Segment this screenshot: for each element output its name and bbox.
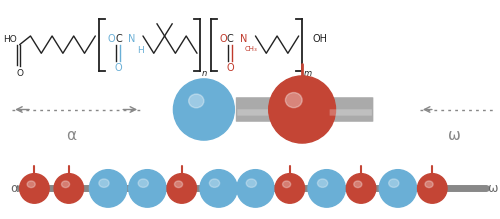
Text: HO: HO xyxy=(4,35,17,44)
FancyBboxPatch shape xyxy=(330,109,372,116)
Ellipse shape xyxy=(425,181,433,188)
Ellipse shape xyxy=(268,76,336,143)
Ellipse shape xyxy=(308,170,346,207)
Ellipse shape xyxy=(275,174,304,203)
Text: OH: OH xyxy=(313,34,328,44)
Ellipse shape xyxy=(20,174,49,203)
Ellipse shape xyxy=(27,181,35,188)
Text: n: n xyxy=(202,69,207,78)
Text: C: C xyxy=(226,34,234,44)
FancyBboxPatch shape xyxy=(238,109,280,116)
Text: O: O xyxy=(108,34,115,44)
Ellipse shape xyxy=(379,170,416,207)
Text: N: N xyxy=(240,34,247,44)
Text: O: O xyxy=(16,69,23,78)
Ellipse shape xyxy=(188,94,204,108)
Ellipse shape xyxy=(237,170,274,207)
FancyBboxPatch shape xyxy=(236,97,281,122)
Ellipse shape xyxy=(318,179,328,187)
Ellipse shape xyxy=(210,179,220,187)
FancyBboxPatch shape xyxy=(328,97,374,122)
Ellipse shape xyxy=(388,179,399,187)
Ellipse shape xyxy=(282,181,290,188)
Text: C: C xyxy=(115,34,122,44)
Text: ω: ω xyxy=(487,182,498,195)
Ellipse shape xyxy=(62,181,70,188)
Text: α: α xyxy=(10,182,18,195)
Ellipse shape xyxy=(200,170,237,207)
Ellipse shape xyxy=(128,170,166,207)
Text: CH₃: CH₃ xyxy=(244,46,258,52)
Ellipse shape xyxy=(90,170,127,207)
Text: ω: ω xyxy=(448,128,461,143)
Text: α: α xyxy=(66,128,76,143)
Ellipse shape xyxy=(418,174,447,203)
Text: m: m xyxy=(304,69,312,78)
Text: O: O xyxy=(219,34,226,44)
Ellipse shape xyxy=(286,93,302,108)
Ellipse shape xyxy=(99,179,109,187)
Ellipse shape xyxy=(167,174,196,203)
Text: N: N xyxy=(128,34,136,44)
Ellipse shape xyxy=(174,181,182,188)
Ellipse shape xyxy=(246,179,256,187)
Ellipse shape xyxy=(346,174,376,203)
Ellipse shape xyxy=(138,179,148,187)
Text: H: H xyxy=(137,46,144,55)
Text: O: O xyxy=(114,63,122,73)
Ellipse shape xyxy=(54,174,84,203)
Ellipse shape xyxy=(174,79,234,140)
Ellipse shape xyxy=(354,181,362,188)
Text: O: O xyxy=(226,63,234,73)
